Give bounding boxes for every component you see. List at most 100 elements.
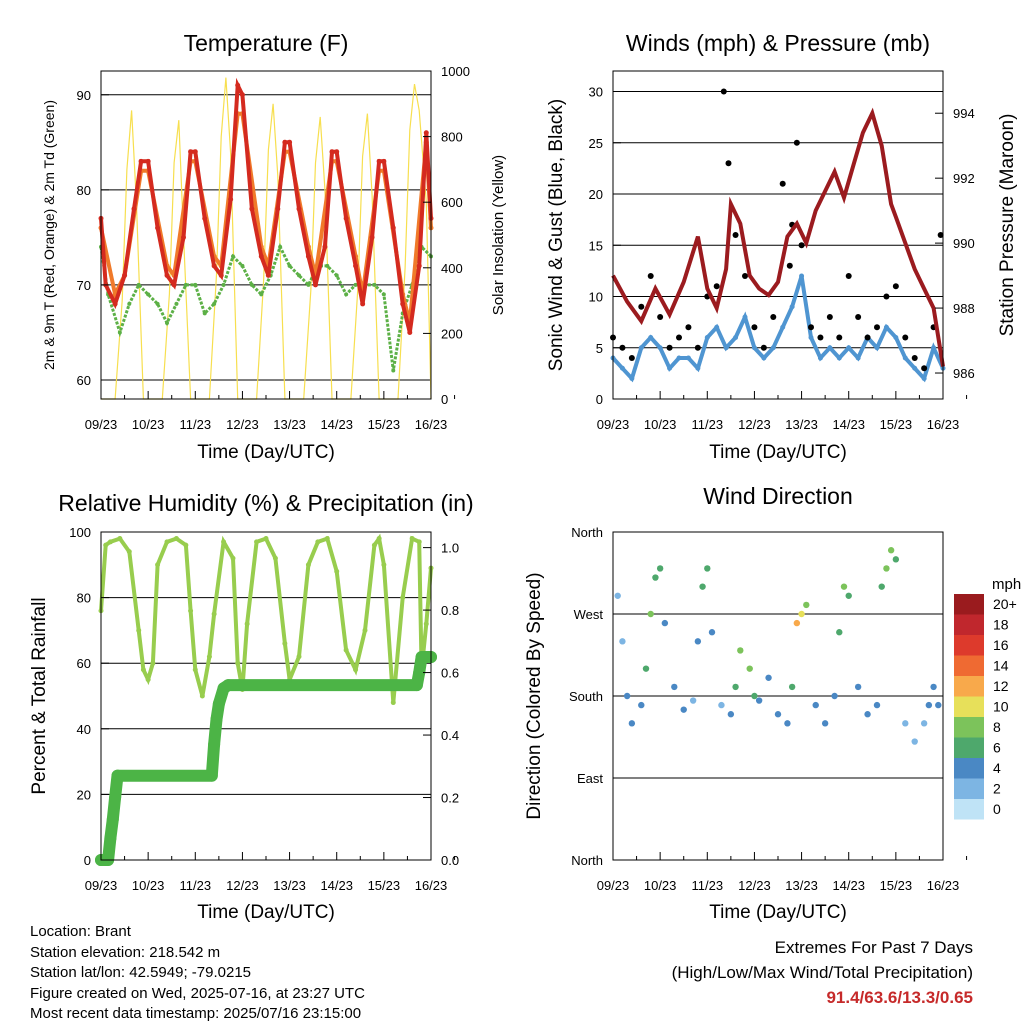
sonic-wind-point xyxy=(619,365,625,371)
humidity-panel: Relative Humidity (%) & Precipitation (i… xyxy=(29,490,474,923)
precipitation-point xyxy=(106,813,119,826)
direction-point xyxy=(831,692,838,700)
direction-point xyxy=(774,711,782,718)
temp-2m-point xyxy=(390,225,396,231)
gust-point xyxy=(713,283,720,290)
winds-gridlines xyxy=(613,91,943,349)
sonic-wind-point xyxy=(799,273,805,279)
temp-2m-point xyxy=(202,215,208,221)
direction-point xyxy=(671,683,678,691)
speed-legend-label: 4 xyxy=(993,760,1001,776)
temperature-right-axis-label: Solar Insolation (Yellow) xyxy=(490,155,507,315)
right-tick-label: 994 xyxy=(953,106,975,121)
sonic-wind-point xyxy=(723,345,729,351)
left-tick-label: 80 xyxy=(77,183,91,198)
temp-2m-point xyxy=(131,206,137,212)
dewpoint-point xyxy=(174,301,179,306)
temp-2m-point xyxy=(334,149,340,155)
direction-point xyxy=(864,711,871,718)
precipitation-point xyxy=(210,713,223,726)
winds-right-ticks: 986 988 990 992 994 xyxy=(935,106,975,381)
speed-legend-swatch xyxy=(954,778,984,799)
winds-x-axis-label: Time (Day/UTC) xyxy=(709,442,847,463)
x-tick-label: 15/23 xyxy=(368,878,401,893)
speed-legend-label: 18 xyxy=(993,617,1009,633)
x-tick-label: 13/23 xyxy=(273,878,306,893)
left-tick-label: 30 xyxy=(589,85,603,100)
temperature-right-ticks: 0 200 400 600 800 1000 xyxy=(423,64,470,407)
left-tick-label: East xyxy=(577,771,603,786)
speed-legend: mph 20+ 18 16 14 12 10 8 6 4 2 0 xyxy=(954,576,1021,820)
station-location: Location: Brant xyxy=(30,923,131,940)
gust-point xyxy=(793,139,800,146)
temp-2m-point xyxy=(423,130,429,136)
direction-point xyxy=(751,692,758,700)
humidity-point xyxy=(107,539,113,545)
right-tick-label: 400 xyxy=(441,261,463,276)
direction-point xyxy=(821,720,829,727)
gust-point xyxy=(911,355,918,361)
humidity-line xyxy=(99,533,433,703)
left-tick-label: 20 xyxy=(77,787,91,802)
x-tick-label: 14/23 xyxy=(320,878,353,893)
precipitation-point xyxy=(415,650,428,663)
direction-point xyxy=(854,683,862,691)
direction-point xyxy=(614,592,621,599)
direction-left-ticks: North East South West North xyxy=(569,525,621,868)
precipitation-line xyxy=(95,651,437,866)
sonic-wind-point xyxy=(808,335,814,340)
temp-2m-point xyxy=(360,301,366,307)
humidity-point xyxy=(254,539,260,545)
temp-2m-point xyxy=(407,329,413,335)
sonic-wind-point xyxy=(742,314,748,320)
gust-point xyxy=(836,334,843,341)
humidity-point xyxy=(192,667,198,673)
left-tick-label: 5 xyxy=(596,341,603,356)
temp-2m-point xyxy=(376,158,382,164)
dewpoint-point xyxy=(202,311,207,316)
temp-2m-point xyxy=(228,196,234,202)
humidity-point xyxy=(140,667,146,673)
x-tick-label: 10/23 xyxy=(132,878,165,893)
x-tick-label: 12/23 xyxy=(738,878,771,893)
direction-point xyxy=(911,738,918,745)
dewpoint-point xyxy=(221,282,226,287)
x-tick-label: 10/23 xyxy=(644,878,677,893)
station-elevation: Station elevation: 218.542 m xyxy=(30,943,221,961)
humidity-point xyxy=(305,562,311,568)
x-tick-label: 12/23 xyxy=(738,417,771,432)
direction-point xyxy=(798,610,805,618)
precipitation-point xyxy=(109,791,122,804)
dewpoint-point xyxy=(372,282,377,287)
direction-point xyxy=(737,647,744,654)
temperature-panel: Temperature (F) 60 70 80 90 0 200 400 600 800 10… xyxy=(41,30,507,463)
direction-point xyxy=(628,720,636,727)
humidity-point xyxy=(103,542,109,548)
dewpoint-point xyxy=(334,273,339,278)
x-tick-label: 13/23 xyxy=(785,878,818,893)
sonic-wind-point xyxy=(902,355,908,361)
right-tick-label: 0.2 xyxy=(441,791,459,806)
speed-legend-label: 8 xyxy=(993,719,1001,735)
temp-2m-point xyxy=(322,244,328,250)
humidity-point xyxy=(334,568,340,574)
speed-legend-swatch xyxy=(954,614,984,635)
direction-point xyxy=(784,720,791,727)
humidity-series xyxy=(95,533,437,866)
speed-legend-swatch xyxy=(954,758,984,779)
dewpoint-point xyxy=(259,292,264,297)
direction-panel: Wind Direction North East South West North 0… xyxy=(524,483,1021,923)
pressure-line xyxy=(611,107,945,367)
temp-2m-point xyxy=(188,149,194,155)
humidity-point xyxy=(188,608,194,614)
temperature-x-axis-label: Time (Day/UTC) xyxy=(197,442,335,463)
temp-2m-point xyxy=(192,149,198,155)
temp-2m-point xyxy=(313,282,318,288)
left-tick-label: South xyxy=(569,689,603,704)
humidity-point xyxy=(272,555,278,561)
direction-title: Wind Direction xyxy=(703,483,853,509)
direction-point xyxy=(623,692,631,700)
sonic-wind-point xyxy=(874,345,880,351)
temp-2m-point xyxy=(305,253,311,259)
dewpoint-point xyxy=(212,301,217,306)
